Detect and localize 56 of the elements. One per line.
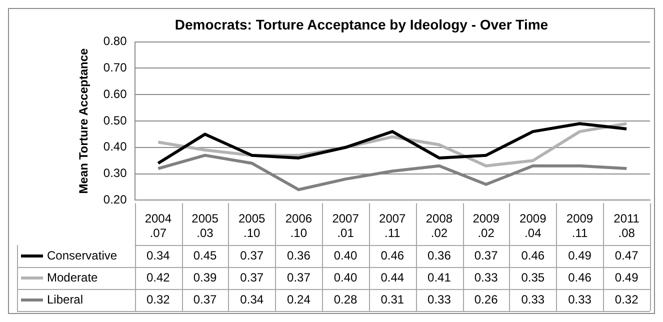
data-label: 0.46 bbox=[521, 248, 545, 262]
data-label: 0.46 bbox=[568, 270, 592, 284]
x-tick-label: 2009.11 bbox=[566, 212, 594, 240]
data-label: 0.37 bbox=[240, 248, 264, 262]
chart-title: Democrats: Torture Acceptance by Ideology - Over Time bbox=[174, 16, 548, 32]
data-label: 0.49 bbox=[614, 270, 639, 284]
x-tick-label: 2007.11 bbox=[379, 212, 406, 240]
x-tick-label: 2008.02 bbox=[426, 212, 453, 240]
x-tick-label: 2011.08 bbox=[614, 212, 640, 240]
data-label: 0.28 bbox=[334, 292, 358, 306]
y-tick-label: 0.20 bbox=[103, 192, 128, 207]
y-tick-label: 0.70 bbox=[103, 60, 128, 75]
data-label: 0.34 bbox=[146, 248, 170, 262]
data-label: 0.34 bbox=[240, 292, 264, 306]
y-axis-title: Mean Torture Acceptance bbox=[76, 48, 91, 194]
data-label: 0.37 bbox=[474, 248, 498, 262]
data-label: 0.36 bbox=[287, 248, 311, 262]
data-label: 0.42 bbox=[146, 270, 170, 284]
data-label: 0.33 bbox=[428, 292, 452, 306]
y-tick-label: 0.80 bbox=[103, 34, 128, 48]
y-tick-label: 0.60 bbox=[103, 86, 128, 101]
data-label: 0.46 bbox=[380, 248, 404, 262]
data-label: 0.36 bbox=[428, 248, 452, 262]
legend-label: Liberal bbox=[47, 292, 84, 306]
legend-label: Conservative bbox=[47, 248, 118, 262]
data-label: 0.39 bbox=[193, 270, 218, 284]
y-tick-label: 0.30 bbox=[103, 166, 128, 180]
data-label: 0.31 bbox=[380, 292, 404, 306]
data-label: 0.33 bbox=[568, 292, 592, 306]
x-tick-label: 2005.10 bbox=[238, 212, 266, 240]
x-tick-label: 2005.03 bbox=[192, 212, 219, 240]
x-tick-label: 2007.01 bbox=[332, 212, 360, 240]
data-label: 0.32 bbox=[614, 292, 639, 306]
data-label: 0.37 bbox=[287, 270, 311, 284]
data-label: 0.44 bbox=[380, 270, 404, 284]
data-label: 0.26 bbox=[474, 292, 498, 306]
y-tick-label: 0.50 bbox=[103, 113, 128, 128]
data-label: 0.33 bbox=[474, 270, 498, 284]
data-label: 0.37 bbox=[193, 292, 218, 306]
data-label: 0.47 bbox=[614, 248, 639, 262]
x-tick-label: 2009.04 bbox=[520, 212, 547, 240]
data-label: 0.40 bbox=[334, 248, 358, 262]
data-label: 0.40 bbox=[334, 270, 358, 284]
data-label: 0.35 bbox=[521, 270, 545, 284]
x-tick-label: 2004.07 bbox=[144, 212, 172, 240]
data-label: 0.45 bbox=[193, 248, 218, 262]
data-label: 0.24 bbox=[287, 292, 311, 306]
data-label: 0.33 bbox=[521, 292, 545, 306]
y-tick-label: 0.40 bbox=[103, 140, 128, 154]
data-label: 0.41 bbox=[428, 270, 452, 284]
data-label: 0.37 bbox=[240, 270, 264, 284]
data-label: 0.49 bbox=[568, 248, 592, 262]
x-tick-label: 2006.10 bbox=[285, 212, 312, 240]
legend-label: Moderate bbox=[47, 270, 98, 284]
x-tick-label: 2009.02 bbox=[472, 212, 500, 240]
data-label: 0.32 bbox=[146, 292, 170, 306]
